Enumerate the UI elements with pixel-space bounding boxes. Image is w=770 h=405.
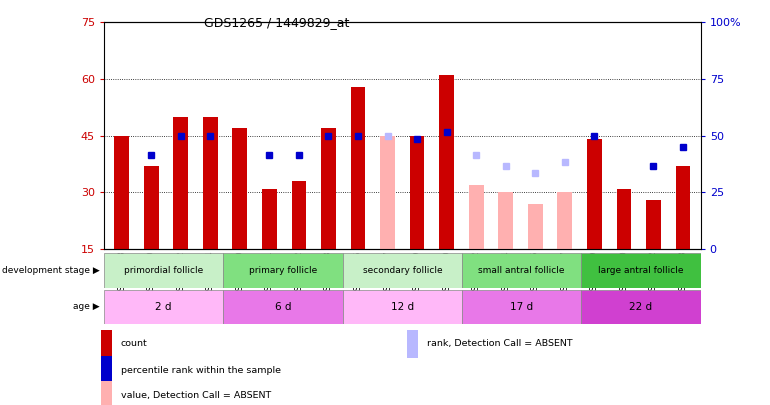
Text: primary follicle: primary follicle [249, 266, 317, 275]
Text: count: count [121, 339, 148, 348]
Text: age ▶: age ▶ [73, 302, 100, 311]
Text: value, Detection Call = ABSENT: value, Detection Call = ABSENT [121, 391, 271, 400]
Text: 17 d: 17 d [510, 302, 534, 312]
Text: 2 d: 2 d [156, 302, 172, 312]
Bar [498, 192, 513, 249]
Text: secondary follicle: secondary follicle [363, 266, 442, 275]
Bar [581, 290, 701, 324]
Bar [101, 356, 112, 384]
Bar [104, 290, 223, 324]
Text: 12 d: 12 d [390, 302, 414, 312]
Bar [462, 253, 581, 288]
Text: development stage ▶: development stage ▶ [2, 266, 100, 275]
Text: 6 d: 6 d [275, 302, 291, 312]
Bar [350, 87, 366, 249]
Bar [646, 200, 661, 249]
Bar [581, 253, 701, 288]
Bar [410, 136, 424, 249]
Bar [343, 253, 462, 288]
Bar [101, 382, 112, 405]
Text: 22 d: 22 d [629, 302, 653, 312]
Bar [223, 290, 343, 324]
Bar [233, 128, 247, 249]
Bar [380, 136, 395, 249]
Text: large antral follicle: large antral follicle [598, 266, 684, 275]
Bar [262, 189, 276, 249]
Bar [675, 166, 691, 249]
Bar [144, 166, 159, 249]
Bar [617, 189, 631, 249]
Text: GDS1265 / 1449829_at: GDS1265 / 1449829_at [204, 16, 350, 29]
Bar [321, 128, 336, 249]
Bar [173, 117, 188, 249]
Text: rank, Detection Call = ABSENT: rank, Detection Call = ABSENT [427, 339, 573, 348]
Bar [343, 290, 462, 324]
Bar [223, 253, 343, 288]
Bar [104, 253, 223, 288]
Text: primordial follicle: primordial follicle [124, 266, 203, 275]
Bar [407, 330, 418, 358]
Bar [469, 185, 484, 249]
Bar [462, 290, 581, 324]
Text: percentile rank within the sample: percentile rank within the sample [121, 366, 281, 375]
Bar [528, 204, 543, 249]
Bar [203, 117, 218, 249]
Bar [557, 192, 572, 249]
Bar [101, 330, 112, 358]
Text: small antral follicle: small antral follicle [478, 266, 565, 275]
Bar [587, 139, 601, 249]
Bar [114, 136, 129, 249]
Bar [292, 181, 306, 249]
Bar [439, 75, 454, 249]
